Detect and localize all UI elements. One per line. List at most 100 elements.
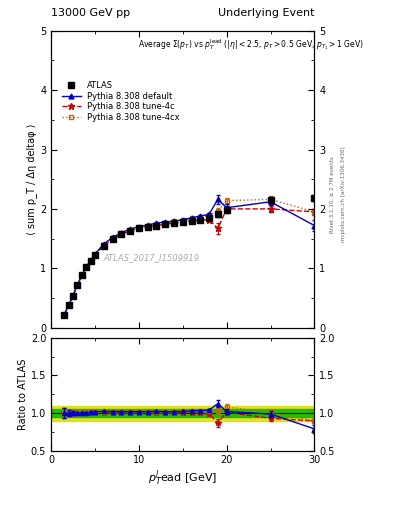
ATLAS [224,207,229,213]
Pythia 8.308 tune-4c [136,225,141,231]
Bar [51,406,314,420]
Pythia 8.308 tune-4cx [75,282,80,288]
Pythia 8.308 tune-4cx [71,292,75,298]
Pythia 8.308 tune-4c [93,252,97,258]
Pythia 8.308 default [66,302,71,308]
Text: 13000 GeV pp: 13000 GeV pp [51,8,130,18]
ATLAS [180,219,185,225]
Y-axis label: Ratio to ATLAS: Ratio to ATLAS [18,358,28,430]
ATLAS [172,220,176,226]
Pythia 8.308 tune-4cx [110,235,115,241]
ATLAS [66,302,71,308]
Pythia 8.308 default [71,292,75,298]
Text: Rivet 3.1.10, ≥ 2.7M events: Rivet 3.1.10, ≥ 2.7M events [330,156,334,233]
Pythia 8.308 tune-4c [101,243,106,249]
Pythia 8.308 default [172,218,176,224]
Pythia 8.308 default [215,196,220,202]
Pythia 8.308 tune-4cx [224,198,229,204]
Pythia 8.308 tune-4c [71,292,75,298]
Pythia 8.308 default [198,213,203,219]
Pythia 8.308 tune-4c [84,264,88,270]
Pythia 8.308 tune-4c [312,209,317,215]
ATLAS [79,272,84,279]
Pythia 8.308 default [128,226,132,232]
Line: ATLAS: ATLAS [61,196,317,317]
ATLAS [189,218,194,224]
ATLAS [268,197,273,203]
Text: ATLAS_2017_I1509919: ATLAS_2017_I1509919 [103,253,199,262]
Pythia 8.308 default [101,241,106,247]
Line: Pythia 8.308 tune-4cx: Pythia 8.308 tune-4cx [62,197,317,317]
Pythia 8.308 tune-4cx [312,209,317,215]
ATLAS [128,228,132,234]
Pythia 8.308 default [189,215,194,221]
Pythia 8.308 tune-4c [215,225,220,231]
ATLAS [101,243,106,249]
Pythia 8.308 default [110,234,115,241]
Pythia 8.308 default [93,251,97,257]
Pythia 8.308 default [207,211,211,217]
Pythia 8.308 tune-4c [66,302,71,308]
Pythia 8.308 tune-4cx [136,224,141,230]
Line: Pythia 8.308 default: Pythia 8.308 default [62,197,317,317]
ATLAS [163,221,167,227]
Pythia 8.308 tune-4cx [62,311,67,317]
Pythia 8.308 tune-4c [172,220,176,226]
Pythia 8.308 tune-4c [79,272,84,279]
Pythia 8.308 default [312,222,317,228]
ATLAS [198,217,203,223]
Text: mcplots.cern.ch [arXiv:1306.3436]: mcplots.cern.ch [arXiv:1306.3436] [342,147,346,242]
Text: Underlying Event: Underlying Event [218,8,314,18]
Y-axis label: ⟨ sum p_T / Δη deltaφ ⟩: ⟨ sum p_T / Δη deltaφ ⟩ [26,123,37,235]
Pythia 8.308 tune-4cx [163,220,167,226]
Legend: ATLAS, Pythia 8.308 default, Pythia 8.308 tune-4c, Pythia 8.308 tune-4cx: ATLAS, Pythia 8.308 default, Pythia 8.30… [61,79,182,124]
Pythia 8.308 default [75,282,80,288]
ATLAS [93,252,97,258]
ATLAS [119,231,124,238]
Pythia 8.308 tune-4c [62,311,67,317]
Pythia 8.308 tune-4c [88,258,93,264]
Bar [51,409,314,417]
Pythia 8.308 tune-4c [145,224,150,230]
Pythia 8.308 tune-4c [268,206,273,212]
Pythia 8.308 tune-4cx [101,242,106,248]
Pythia 8.308 default [268,199,273,205]
ATLAS [71,292,75,298]
Pythia 8.308 tune-4c [110,236,115,242]
ATLAS [110,236,115,242]
Line: Pythia 8.308 tune-4c: Pythia 8.308 tune-4c [61,206,318,318]
Pythia 8.308 tune-4cx [93,251,97,258]
Pythia 8.308 default [79,272,84,279]
Pythia 8.308 default [62,311,67,317]
ATLAS [88,258,93,264]
Pythia 8.308 tune-4cx [145,222,150,228]
Pythia 8.308 default [163,219,167,225]
ATLAS [312,195,317,201]
Text: Average $\Sigma(p_T)$ vs $p_T^{\rm lead}$ ($|\eta|<2.5$, $p_T>0.5$ GeV, $p_{T_1}: Average $\Sigma(p_T)$ vs $p_T^{\rm lead}… [138,37,364,52]
Pythia 8.308 tune-4c [75,282,80,288]
Pythia 8.308 default [224,205,229,211]
Pythia 8.308 tune-4cx [189,216,194,222]
Pythia 8.308 tune-4cx [215,207,220,214]
Pythia 8.308 default [154,220,159,226]
Pythia 8.308 tune-4c [198,217,203,223]
Pythia 8.308 tune-4cx [172,218,176,224]
ATLAS [75,282,80,288]
Pythia 8.308 tune-4c [163,221,167,227]
Pythia 8.308 tune-4cx [119,230,124,237]
ATLAS [84,264,88,270]
Pythia 8.308 tune-4cx [79,272,84,279]
ATLAS [145,224,150,230]
Pythia 8.308 tune-4c [189,218,194,224]
Pythia 8.308 tune-4c [224,206,229,212]
Pythia 8.308 default [88,258,93,264]
Pythia 8.308 tune-4cx [207,212,211,219]
Pythia 8.308 tune-4cx [268,196,273,202]
Pythia 8.308 default [180,217,185,223]
Pythia 8.308 tune-4c [128,228,132,234]
Pythia 8.308 tune-4cx [66,302,71,308]
ATLAS [62,311,67,317]
Pythia 8.308 tune-4cx [88,258,93,264]
Pythia 8.308 default [84,264,88,270]
X-axis label: $p_T^l$ead [GeV]: $p_T^l$ead [GeV] [148,468,217,488]
